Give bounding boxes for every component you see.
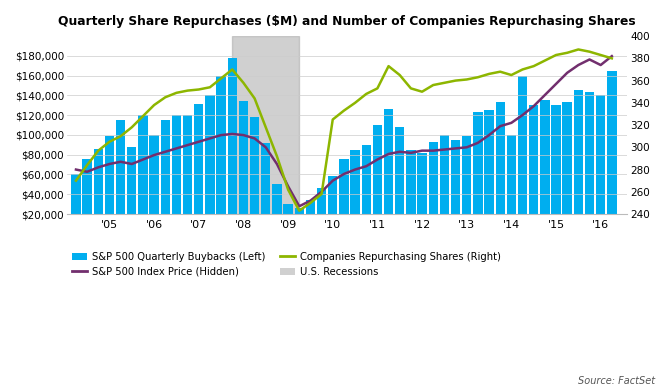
Bar — [94, 149, 103, 234]
Bar — [105, 136, 114, 234]
Bar — [71, 175, 80, 234]
Bar — [317, 188, 327, 234]
Bar — [272, 184, 281, 234]
Text: Source: FactSet: Source: FactSet — [578, 376, 655, 386]
Bar — [328, 177, 337, 234]
Bar — [295, 208, 304, 234]
Bar — [239, 101, 248, 234]
Bar — [232, 36, 299, 214]
Bar — [473, 112, 483, 234]
Bar — [82, 159, 92, 234]
Bar — [406, 150, 416, 234]
Bar — [563, 102, 572, 234]
Bar — [227, 58, 237, 234]
Bar — [507, 135, 516, 234]
Bar — [484, 110, 493, 234]
Bar — [150, 135, 159, 234]
Bar — [194, 104, 203, 234]
Bar — [607, 71, 616, 234]
Bar — [551, 105, 561, 234]
Bar — [127, 147, 136, 234]
Bar — [339, 159, 348, 234]
Bar — [160, 120, 170, 234]
Bar — [261, 143, 271, 234]
Bar — [596, 95, 605, 234]
Bar — [540, 100, 549, 234]
Bar — [518, 76, 527, 234]
Title: Quarterly Share Repurchases ($M) and Number of Companies Repurchasing Shares: Quarterly Share Repurchases ($M) and Num… — [59, 15, 636, 28]
Bar — [529, 105, 539, 234]
Bar — [216, 76, 226, 234]
Bar — [495, 102, 505, 234]
Bar — [283, 204, 293, 234]
Bar — [138, 115, 148, 234]
Bar — [116, 120, 125, 234]
Bar — [451, 140, 460, 234]
Legend: S&P 500 Quarterly Buybacks (Left), S&P 500 Index Price (Hidden), Companies Repur: S&P 500 Quarterly Buybacks (Left), S&P 5… — [72, 252, 501, 277]
Bar — [418, 153, 427, 234]
Bar — [384, 109, 393, 234]
Bar — [306, 200, 315, 234]
Bar — [183, 115, 192, 234]
Bar — [205, 95, 215, 234]
Bar — [350, 150, 360, 234]
Bar — [372, 125, 382, 234]
Bar — [428, 142, 438, 234]
Bar — [574, 90, 583, 234]
Bar — [172, 115, 181, 234]
Bar — [462, 136, 471, 234]
Bar — [250, 117, 259, 234]
Bar — [395, 127, 404, 234]
Bar — [585, 92, 595, 234]
Bar — [362, 145, 371, 234]
Bar — [440, 135, 449, 234]
